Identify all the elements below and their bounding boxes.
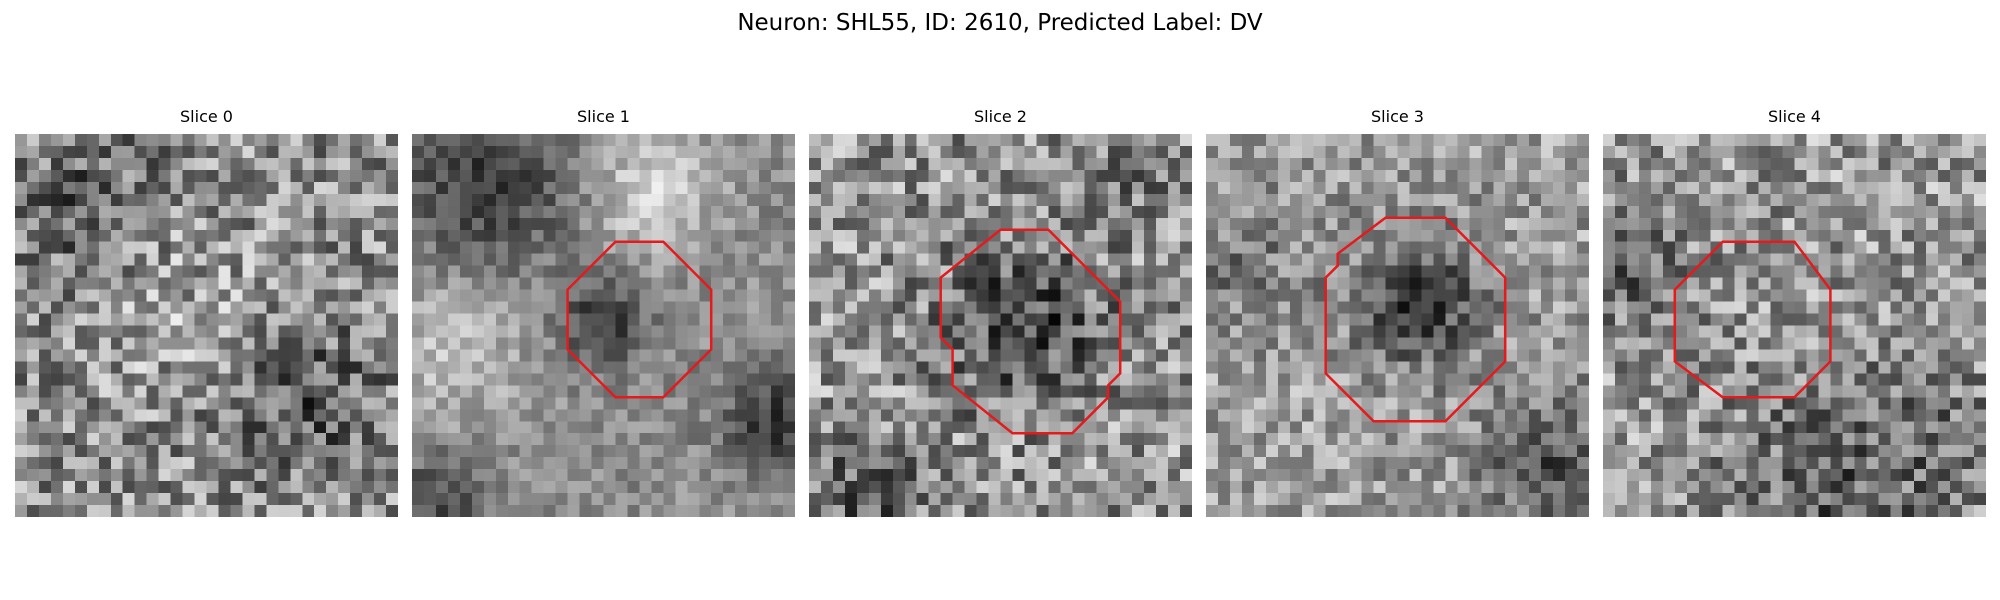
slice-image: [412, 134, 795, 517]
slice-pixels: [15, 134, 398, 517]
slice-pixels: [809, 134, 1192, 517]
slice-panel-1: Slice 1: [412, 104, 795, 517]
slice-title: Slice 2: [974, 107, 1027, 126]
slice-image: [1603, 134, 1986, 517]
slice-image: [1206, 134, 1589, 517]
slice-title: Slice 0: [180, 107, 233, 126]
slice-pixels: [1603, 134, 1986, 517]
roi-outline: [939, 228, 1122, 435]
slice-panel-4: Slice 4: [1603, 104, 1986, 517]
slice-pixels: [1206, 134, 1589, 517]
slice-image: [809, 134, 1192, 517]
slice-pixels: [412, 134, 795, 517]
slice-image: [15, 134, 398, 517]
figure-title: Neuron: SHL55, ID: 2610, Predicted Label…: [737, 10, 1263, 36]
slice-title: Slice 4: [1768, 107, 1821, 126]
slice-panel-2: Slice 2: [809, 104, 1192, 517]
roi-outline: [1673, 240, 1832, 399]
slice-title: Slice 1: [577, 107, 630, 126]
slice-panel-0: Slice 0: [15, 104, 398, 517]
slice-title: Slice 3: [1371, 107, 1424, 126]
roi-outline: [1324, 216, 1507, 423]
roi-outline: [566, 240, 713, 399]
slice-panel-3: Slice 3: [1206, 104, 1589, 517]
